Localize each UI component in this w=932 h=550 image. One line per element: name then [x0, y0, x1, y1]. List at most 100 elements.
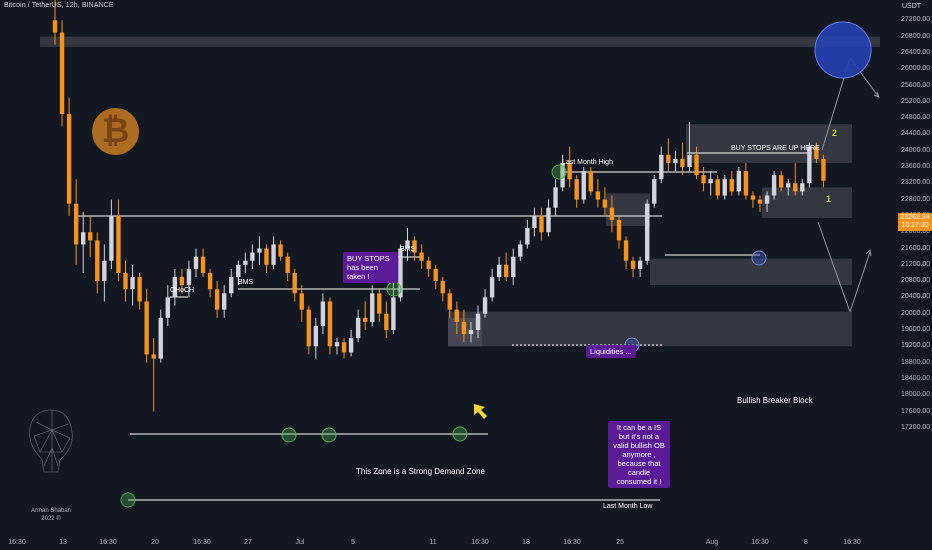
candle-bearish [539, 215, 544, 233]
candle-bearish [66, 114, 72, 204]
last-price: 23263.34 [900, 214, 930, 221]
author-watermark-icon [29, 409, 73, 473]
y-tick-label: 22800.00 [901, 195, 931, 203]
candle-bearish [602, 199, 608, 208]
range-low-circle [751, 250, 767, 266]
candle-bearish [285, 256, 290, 273]
bar-countdown: 10:27:30 [901, 222, 929, 229]
zone-rect [448, 311, 852, 347]
x-tick-label: 16:30 [751, 539, 769, 546]
liquidity-circle-2 [321, 427, 337, 443]
candle-bullish [398, 248, 403, 298]
candle-bearish [595, 191, 601, 200]
x-tick-label: 13 [59, 539, 67, 546]
candle-bullish [313, 325, 319, 347]
y-tick-label: 22000.00 [901, 228, 931, 236]
y-tick-label: 19200.00 [901, 342, 931, 350]
last-price-tag: 23263.34 10:27:30 [898, 213, 932, 231]
choch-label: CHoCH [170, 287, 195, 294]
last-month-high-label: Last Month High [562, 159, 613, 166]
y-tick-label: 26800.00 [901, 32, 931, 40]
x-tick-label: 11 [429, 539, 437, 546]
candle-bullish [250, 252, 255, 261]
target-circle [814, 21, 872, 79]
y-tick-label: 26000.00 [901, 65, 931, 73]
last-month-high-circle [551, 164, 567, 180]
y-tick-label: 20400.00 [901, 293, 931, 301]
y-tick-label: 17200.00 [901, 423, 931, 431]
y-tick-label: 20800.00 [901, 277, 931, 285]
candle-bearish [363, 317, 368, 322]
candle-bearish [757, 199, 763, 204]
candle-bullish [482, 297, 488, 314]
candle-bullish [532, 215, 537, 229]
zone-rect [762, 187, 852, 218]
x-tick-label: 5 [351, 539, 355, 546]
candle-bearish [701, 175, 706, 184]
candle-bearish [292, 272, 297, 294]
y-tick-label: 25200.00 [901, 97, 931, 105]
candle-bearish [214, 289, 220, 310]
candle-bearish [793, 183, 798, 192]
bms-label-2: BMS [400, 246, 416, 253]
y-tick-label: 18400.00 [901, 374, 931, 382]
y-tick-label: 21200.00 [901, 260, 931, 268]
buy-stops-taken-circle [386, 281, 402, 297]
projection-path-1 [817, 221, 851, 313]
x-tick-label: 20 [151, 539, 159, 546]
x-tick-label: 16:30 [8, 539, 26, 546]
candle-bearish [200, 256, 206, 273]
x-tick-label: 16:30 [563, 539, 581, 546]
y-tick-label: 24000.00 [901, 146, 931, 154]
candle-bearish [59, 32, 65, 115]
y-tick-label: 26400.00 [901, 48, 931, 56]
candle-bullish [687, 154, 692, 167]
candle-bullish [243, 260, 248, 265]
candle-bearish [588, 171, 593, 192]
candle-bearish [264, 248, 269, 265]
candle-bearish [384, 313, 389, 330]
candle-bearish [123, 272, 128, 290]
candle-bullish [172, 277, 178, 298]
candle-bearish [750, 195, 756, 200]
candle-bullish [708, 179, 713, 184]
candle-bullish [193, 256, 199, 269]
candle-bearish [52, 20, 58, 33]
liquidity-circle-1 [281, 427, 297, 443]
candle-bearish [778, 175, 784, 188]
y-tick-label: 18800.00 [901, 358, 931, 366]
candle-bullish [102, 260, 107, 282]
candle-bullish [229, 277, 234, 294]
x-tick-label: 8 [804, 539, 808, 546]
candle-bullish [405, 240, 410, 249]
candle-bullish [81, 232, 86, 245]
candles-layer [52, 0, 826, 412]
candle-bullish [109, 215, 114, 261]
candle-bullish [546, 207, 551, 233]
candle-bearish [623, 240, 629, 261]
y-tick-label: 19600.00 [901, 326, 931, 333]
candle-bearish [95, 240, 100, 282]
yellow-arrow-icon [474, 404, 487, 419]
candle-bullish [659, 154, 664, 180]
candle-bearish [616, 219, 622, 241]
candle-bullish [130, 277, 135, 290]
watermark-name: Arman Shaban [30, 508, 72, 514]
candle-bearish [116, 215, 121, 273]
candle-bullish [496, 264, 502, 278]
candle-bullish [525, 228, 530, 245]
x-tick-label: 25 [616, 539, 624, 546]
candle-bearish [440, 281, 445, 294]
target-arrow-head [873, 91, 880, 98]
buy-stops-taken-note: BUY STOPS has been taken ! [343, 252, 398, 283]
candle-bullish [257, 248, 262, 253]
candle-bearish [680, 158, 685, 167]
x-tick-label: 16:30 [193, 539, 211, 546]
candle-bullish [786, 183, 791, 188]
x-tick-label: 16:30 [99, 539, 117, 546]
candle-bullish [560, 162, 565, 188]
breaker-block-label: Bullish Breaker Block [737, 396, 813, 405]
candle-bearish [630, 260, 636, 269]
candle-bearish [743, 171, 749, 196]
